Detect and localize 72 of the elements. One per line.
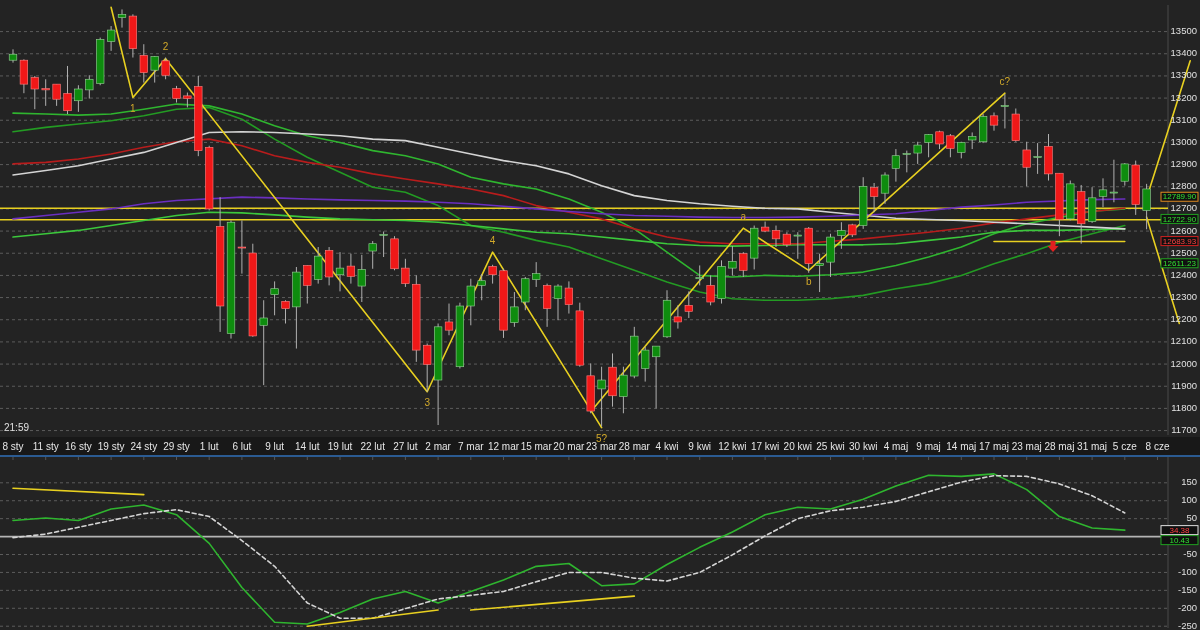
y-tick-label: 11800 (1171, 401, 1197, 413)
x-tick-label: 17 kwi (750, 441, 780, 452)
y-tick-label: 12700 (1170, 202, 1197, 214)
x-tick-label: 24 sty (130, 441, 158, 452)
x-tick-label: 9 kwi (688, 441, 712, 452)
x-tick-label: 8 cze (1145, 441, 1170, 452)
x-tick-label: 14 maj (946, 441, 977, 452)
y-tick-label: -250 (1177, 619, 1197, 630)
annotation: 12722.90 (1162, 214, 1197, 224)
y-tick-label: 12400 (1170, 268, 1197, 280)
x-tick-label: 11 sty (32, 441, 59, 452)
y-tick-label: 12100 (1170, 335, 1197, 347)
x-tick-label: 12 mar (487, 441, 520, 452)
y-tick-label: 11700 (1171, 424, 1197, 436)
y-tick-label: 12300 (1170, 291, 1197, 303)
annotation: a (740, 210, 747, 222)
x-tick-label: 7 mar (458, 441, 485, 452)
annotation: 34.38 (1169, 525, 1191, 535)
x-tick-label: 30 kwi (849, 441, 878, 452)
y-tick-label: 13400 (1170, 47, 1197, 59)
x-tick-label: 28 maj (1044, 441, 1075, 452)
x-tick-label: 27 lut (393, 441, 418, 452)
x-tick-label: 20 kwi (783, 441, 812, 452)
annotation: 10.43 (1169, 535, 1191, 545)
x-tick-label: 15 mar (520, 441, 553, 452)
annotation: b (805, 275, 812, 287)
x-tick-label: 8 sty (2, 441, 24, 452)
y-tick-label: -200 (1177, 601, 1197, 613)
x-tick-label: 1 lut (199, 441, 219, 452)
annotation: 12611.23 (1163, 258, 1197, 268)
y-tick-label: 12000 (1170, 357, 1197, 369)
x-tick-label: 22 lut (360, 441, 386, 452)
x-tick-label: 19 sty (97, 441, 125, 452)
annotation: 1 (130, 103, 137, 115)
x-tick-label: 9 maj (916, 441, 941, 452)
y-tick-label: -150 (1177, 583, 1197, 595)
x-tick-label: 12 kwi (718, 441, 747, 452)
x-tick-label: 29 sty (163, 441, 190, 452)
annotation: 21:59 (4, 422, 30, 433)
x-tick-label: 31 maj (1077, 441, 1108, 452)
annotation: 2 (162, 41, 169, 53)
y-tick-label: 100 (1181, 494, 1197, 506)
x-tick-label: 20 mar (553, 441, 586, 452)
x-tick-label: 16 sty (65, 441, 92, 452)
x-tick-label: 4 maj (883, 441, 909, 452)
x-tick-label: 28 mar (618, 441, 651, 452)
y-tick-label: 12600 (1170, 224, 1197, 236)
y-tick-label: 11900 (1171, 379, 1197, 391)
y-tick-label: 12800 (1170, 180, 1197, 192)
x-tick-label: 14 lut (295, 441, 320, 452)
x-tick-label: 25 kwi (816, 441, 845, 452)
x-tick-label: 5 cze (1112, 441, 1138, 452)
y-tick-label: 50 (1186, 512, 1197, 524)
annotation: 12789.90 (1162, 192, 1197, 202)
annotation: 12683.93 (1162, 236, 1197, 246)
y-tick-label: 13000 (1170, 135, 1197, 147)
annotation: 4 (489, 234, 496, 246)
x-tick-label: 9 lut (265, 441, 285, 452)
x-tick-label: 19 lut (327, 441, 353, 452)
y-tick-label: -100 (1177, 565, 1197, 577)
y-tick-label: 13500 (1170, 25, 1197, 37)
y-tick-label: 150 (1181, 476, 1197, 488)
annotation: c? (999, 75, 1011, 87)
x-tick-label: 6 lut (232, 441, 252, 452)
x-tick-label: 17 maj (978, 441, 1010, 452)
y-tick-label: -50 (1183, 548, 1197, 560)
annotation: 3 (424, 397, 431, 409)
x-tick-label: 4 kwi (655, 441, 679, 452)
y-tick-label: 12900 (1170, 158, 1197, 170)
y-tick-label: 12500 (1170, 246, 1197, 258)
x-tick-label: 2 mar (425, 441, 452, 452)
x-tick-label: 23 maj (1011, 441, 1042, 452)
